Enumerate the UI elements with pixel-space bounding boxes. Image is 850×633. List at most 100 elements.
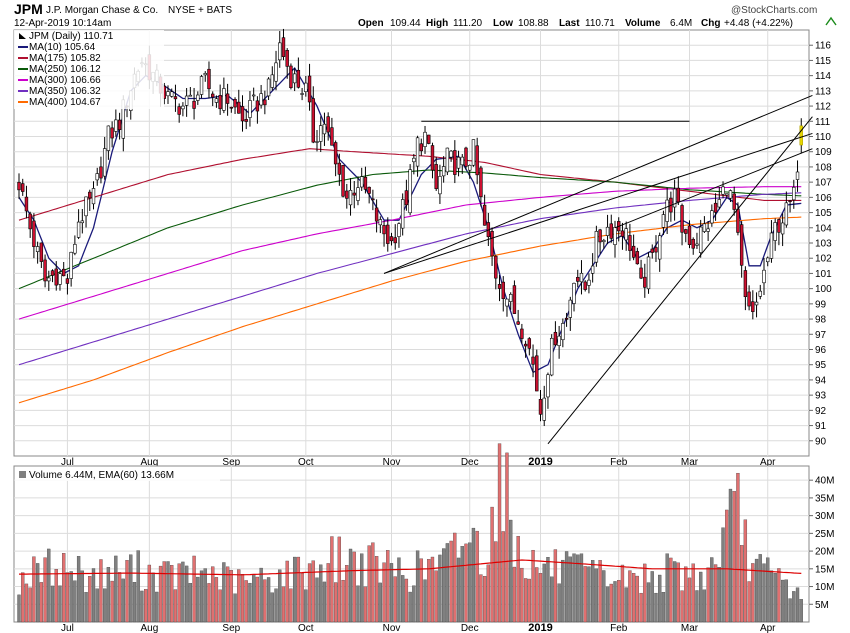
volume-bar (583, 566, 587, 623)
price-tick-label: 106 (815, 193, 832, 204)
volume-bar (721, 527, 725, 623)
chg-label: Chg (701, 18, 720, 29)
candle (430, 142, 435, 179)
candle (706, 220, 710, 242)
volume-bar (304, 589, 308, 623)
price-tick-label: 104 (815, 223, 832, 234)
volume-bar (382, 562, 386, 623)
candle (441, 156, 446, 183)
volume-bar (214, 577, 219, 623)
volume-bar (535, 567, 539, 623)
volume-bar (434, 570, 438, 623)
volume-bar (494, 541, 498, 623)
candle-body (520, 328, 524, 339)
month-label: Oct (298, 623, 314, 633)
candle (527, 337, 532, 356)
volume-bar (602, 570, 606, 623)
volume-bars (17, 443, 803, 623)
candle-body (337, 162, 342, 175)
candle-body (710, 210, 714, 224)
candle-body (300, 93, 304, 95)
volume-bar (319, 564, 323, 623)
candle (568, 296, 573, 331)
candle-body (281, 37, 286, 57)
company-name: J.P. Morgan Chase & Co. (46, 5, 158, 16)
month-label: Mar (681, 457, 699, 468)
candle-body (535, 355, 539, 392)
candle-body (203, 73, 207, 76)
candle-body (676, 187, 681, 203)
month-label: Jul (61, 623, 74, 633)
volume-bar (740, 545, 744, 623)
volume-bar (598, 560, 602, 623)
open-value: 109.44 (390, 18, 421, 29)
volume-bar (166, 561, 170, 623)
month-labels-top: Jul Aug Sep Oct Nov Dec 2019 Feb Mar Apr (61, 456, 776, 468)
candle-body (579, 272, 584, 283)
volume-bar (795, 587, 800, 623)
candle-body (516, 321, 520, 325)
candle-body (218, 95, 222, 110)
candle (39, 242, 44, 268)
volume-bar (106, 567, 111, 623)
price-tick-label: 115 (815, 56, 831, 67)
candle (300, 87, 304, 101)
volume-bar (393, 576, 397, 623)
candle (464, 146, 468, 170)
candle-body (453, 150, 457, 175)
candle-body (315, 141, 319, 143)
candle-body (460, 156, 464, 166)
candle-body (717, 199, 722, 208)
candle-body (490, 230, 494, 257)
candle (222, 77, 226, 114)
candle (408, 164, 412, 216)
candle (47, 270, 51, 291)
volume-bar (445, 543, 450, 623)
candle (479, 165, 483, 207)
volume-bar (263, 579, 267, 623)
price-tick-label: 96 (815, 345, 827, 356)
candle (643, 263, 647, 298)
candle-body (65, 278, 70, 284)
candle-body (263, 99, 267, 106)
candle (512, 280, 517, 314)
candle-body (259, 93, 263, 106)
volume-bar (121, 578, 125, 623)
volume-bar (523, 578, 528, 623)
candle-body (523, 343, 528, 347)
volume-bar (680, 590, 684, 623)
volume-bar (255, 576, 260, 623)
low-label: Low (493, 18, 513, 29)
volume-bar (333, 582, 338, 623)
candle-body (736, 208, 740, 233)
candle-body (628, 235, 632, 251)
candle-body (602, 240, 606, 242)
volume-bar (572, 553, 576, 623)
candle-body (17, 181, 21, 191)
candle (661, 210, 666, 236)
candle (214, 95, 219, 108)
candle (386, 217, 390, 252)
volume-bar (203, 568, 207, 623)
candle (61, 261, 66, 277)
price-tick-label: 95 (815, 360, 827, 371)
candle (32, 213, 36, 259)
ma250-legend: MA(250) 106.12 (29, 64, 101, 75)
candle-body (400, 199, 405, 229)
candle (732, 186, 736, 216)
ma300-line (18, 186, 802, 320)
candle (73, 235, 77, 256)
volume-bar (423, 579, 427, 623)
candle-body (799, 125, 803, 146)
volume-bar (441, 548, 446, 623)
candle-body (512, 285, 517, 314)
volume-bar (449, 540, 453, 623)
candle (88, 189, 92, 211)
candle (248, 91, 252, 127)
candle-body (743, 270, 748, 298)
volume-bar (292, 556, 297, 623)
volume-bar (125, 560, 129, 623)
candle-body (76, 221, 81, 238)
candle-body (170, 91, 174, 97)
candle-body (371, 198, 375, 201)
